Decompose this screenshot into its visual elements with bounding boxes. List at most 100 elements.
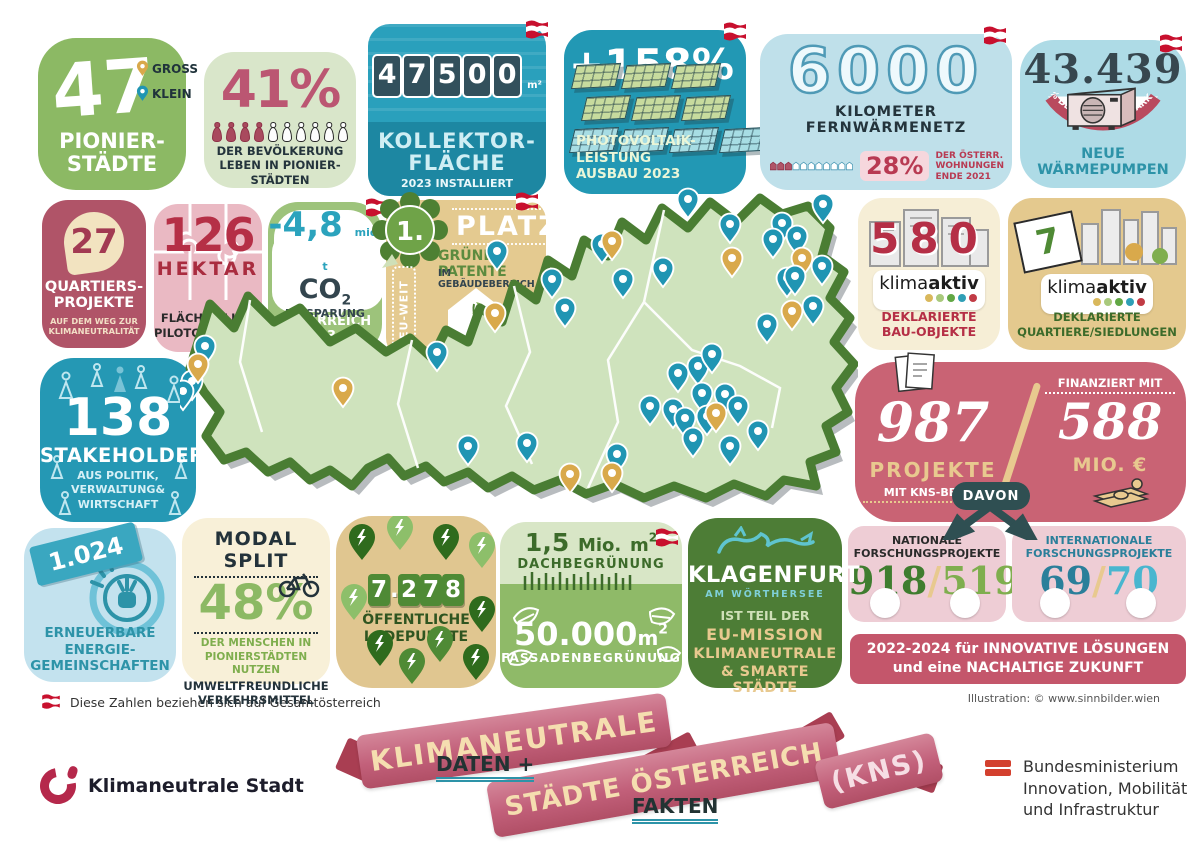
city-pin-teal [651,256,675,289]
bicycle-icon [278,573,320,598]
tile-energiegemeinschaften: 1.024 ERNEUERBARE ENERGIE- GEMEINSCHAFTE… [24,521,176,682]
city-pin-teal [700,342,724,375]
tile-siedlungen: 7 klimaaktiv DEKLARIERTE QUARTIERE/SIEDL… [1008,198,1186,350]
kollektor-title: KOLLEKTOR- FLÄCHE [378,129,536,176]
waermepumpen-caption: NEUE WÄRMEPUMPEN [1037,146,1169,178]
city-pin-teal [718,434,742,467]
city-pin-gold [720,246,744,279]
siedlungen-value-card: 7 [1013,210,1083,274]
austria-flag-icon [724,22,746,41]
city-pin-teal [811,192,835,225]
city-pin-teal [726,394,750,427]
city-pin-gold [704,401,728,434]
tile-ladepunkte: 7.2 7 8 ÖFFENTLICHE LADEPUNKTE [336,516,496,688]
quartiersprojekte-value: 27 [70,222,118,262]
co2-value: -4,8 mio. t [268,205,382,273]
province-borders [238,209,782,489]
tile-stakeholder: 138 STAKEHOLDER AUS POLITIK, VERWALTUNG&… [40,358,196,522]
finanzierung-value: 588 [1057,392,1163,451]
population-figures [204,122,356,142]
map-pins [180,187,835,495]
buildings-sketch [869,209,989,267]
platz-title: PLATZ [452,208,564,245]
tile-kollektorflaeche: 4 7 5 0 0 m² KOLLEKTOR- FLÄCHE 2023 INSTALLIE… [368,20,548,196]
fassade-section: 50.000m2 FASSADENBEGRÜNUNG [500,572,682,688]
tile-waermepumpen: 43.439 58% DES HEIZUNGSMARKTES NEUE WÄRM… [1020,34,1186,188]
austria-flag-icon [516,192,538,211]
charging-pins [341,516,495,684]
tile-quartiersprojekte: 27 QUARTIERS- PROJEKTE AUF DEM WEG ZUR K… [42,200,146,348]
ministry-flag-icon [985,760,1011,778]
tile-bauobjekte: 580 klimaaktiv DEKLARIERTE BAU-OBJEKTE [858,198,1000,350]
bauobjekte-caption: DEKLARIERTE BAU-OBJEKTE [881,308,977,340]
klagenfurt-city: KLAGENFURT [688,562,861,588]
platz-line2: IM GEBÄUDEBEREICH [438,268,535,290]
pionier-title: PIONIER- STÄDTE [59,128,165,176]
city-pin-gold [483,301,507,334]
houses-row [770,162,853,171]
document-badge-icon [870,588,900,618]
city-pin-teal [456,434,480,467]
city-pin-teal [761,227,785,260]
kollektor-subtitle: 2023 INSTALLIERT [401,177,513,191]
tile-pionierstaedte: 47 GROSS KLEIN PIONIER- STÄDTE [38,38,198,190]
energie-caption: ERNEUERBARE ENERGIE- GEMEINSCHAFTEN [30,625,170,674]
modal-title: MODAL SPLIT [214,528,298,572]
bevoelkerung-caption: DER BEVÖLKERUNG LEBEN IN PIONIER- STÄDTE… [216,144,344,187]
tile-begruenung: 1,5 Mio. m2 DACHBEGRÜNUNG 50.000m2 FASSA… [500,522,682,688]
city-pin-teal [540,267,564,300]
city-sketch [1081,209,1177,265]
hektar-unit: HEKTAR [156,258,260,280]
projekte-title: PROJEKTE [869,458,997,482]
city-pin-teal [718,212,742,245]
klimaneutrale-stadt-logo: Klimaneutrale Stadt [32,760,304,812]
klimaaktiv-logo: klimaaktiv [873,270,985,310]
klagenfurt-line3: KLIMANEUTRALE [693,645,837,662]
solar-panel-icon [580,94,632,122]
city-pin-gold [558,462,582,495]
dach-label: DACHBEGRÜNUNG [517,557,665,572]
austria-flag-icon [42,694,60,709]
brand-mark-icon [32,760,84,812]
heat-pump-icon [1067,87,1136,130]
money-badge-icon [1126,588,1156,618]
city-pin-gold [331,376,355,409]
stakeholder-value: 138 [63,388,173,448]
balloon-pin-icon: 27 [60,208,128,276]
city-pin-teal [425,340,449,373]
klimaaktiv-logo: klimaaktiv [1041,274,1153,314]
fernwaerme-caption: KILOMETER FERNWÄRMENETZ [805,104,967,136]
austria-map [180,187,858,507]
city-pin-teal [611,267,635,300]
puzzle-grid [154,204,262,300]
flag-note-text: Diese Zahlen beziehen sich auf Gesamtöst… [70,694,381,710]
kollektor-unit: m² [527,80,542,91]
city-pin-teal [485,239,509,272]
city-pin-teal [810,254,834,287]
city-pin-gold [186,352,210,385]
waermepumpen-value: 43.439 [1023,46,1183,93]
city-pin-teal [515,431,539,464]
stakeholder-figures [50,363,188,515]
city-pin-large-icon [136,60,149,76]
siedlungen-caption: DEKLARIERTE QUARTIERE/SIEDLUNGEN [1017,310,1177,340]
city-pin-teal [666,361,690,394]
modal-line2: UMWELTFREUNDLICHE VERKEHRSMITTEL [183,678,329,708]
fakten-label: FAKTEN [632,794,719,824]
city-pin-small-icon [136,85,149,101]
ministry-text: Bundesministerium Innovation, Mobilität … [1023,757,1188,820]
international-label: INTERNATIONALE FORSCHUNGSPROJEKTE [1025,534,1173,561]
city-pin-teal [755,312,779,345]
leaves-icon [506,607,682,666]
tile-fernwaerme: 6000 KILOMETER FERNWÄRMENETZ 28% DER ÖST… [760,26,1012,190]
austria-flag-icon [656,528,678,547]
austria-flag-icon [984,26,1006,45]
city-pin-teal [746,419,770,452]
pionier-pin1-label: GROSS [152,61,199,76]
cloud-shape [274,210,376,306]
city-pin-gold [780,299,804,332]
hektar-value: 126 [161,208,255,262]
finanzierung-unit: MIO. € [1072,454,1148,476]
solar-panel-icon [680,94,732,122]
